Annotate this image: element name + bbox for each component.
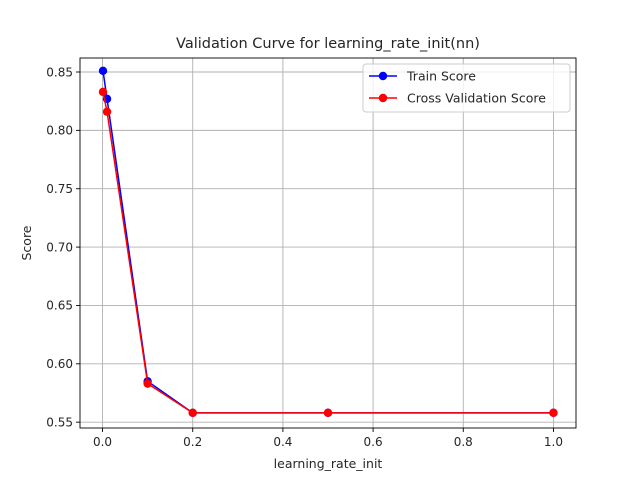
plot-series [98, 66, 558, 418]
y-tick-label: 0.70 [46, 240, 73, 254]
data-point-cv [98, 87, 108, 97]
x-tick-label: 0.6 [364, 435, 383, 449]
x-tick-label: 0.2 [183, 435, 202, 449]
x-axis-label: learning_rate_init [274, 456, 383, 471]
legend-label-cv: Cross Validation Score [407, 91, 546, 106]
y-tick-label: 0.60 [46, 357, 73, 371]
y-tick-label: 0.85 [46, 65, 73, 79]
data-point-cv [323, 408, 333, 418]
x-tick-label: 1.0 [544, 435, 563, 449]
x-tick-label: 0.0 [93, 435, 112, 449]
chart-title: Validation Curve for learning_rate_init(… [176, 36, 480, 52]
data-point-cv [143, 379, 152, 388]
series-line-cv [102, 91, 554, 414]
axis-ticks: 0.0 0.2 0.4 0.6 0.8 1.0 0.55 0.60 0.65 0.70 0.75 0.… [46, 65, 563, 449]
x-tick-label: 0.4 [273, 435, 292, 449]
legend-label-train: Train Score [406, 69, 476, 84]
legend-box [362, 63, 571, 113]
data-point-cv [102, 107, 112, 116]
y-tick-label: 0.80 [46, 124, 73, 138]
legend: Train Score Cross Validation Score [362, 63, 571, 113]
grid-lines [80, 58, 576, 428]
y-tick-label: 0.75 [46, 182, 73, 196]
y-tick-label: 0.55 [46, 415, 73, 429]
y-axis-label: Score [19, 225, 34, 260]
data-point-cv [188, 408, 197, 418]
y-tick-label: 0.65 [46, 299, 73, 313]
data-point-cv [549, 408, 558, 418]
series-line-train [102, 70, 554, 414]
legend-swatch-train-marker [378, 71, 388, 81]
x-tick-label: 0.8 [454, 435, 473, 449]
data-point-train [98, 66, 108, 76]
legend-swatch-cv-marker [378, 93, 388, 103]
plot-area-frame [79, 57, 577, 429]
